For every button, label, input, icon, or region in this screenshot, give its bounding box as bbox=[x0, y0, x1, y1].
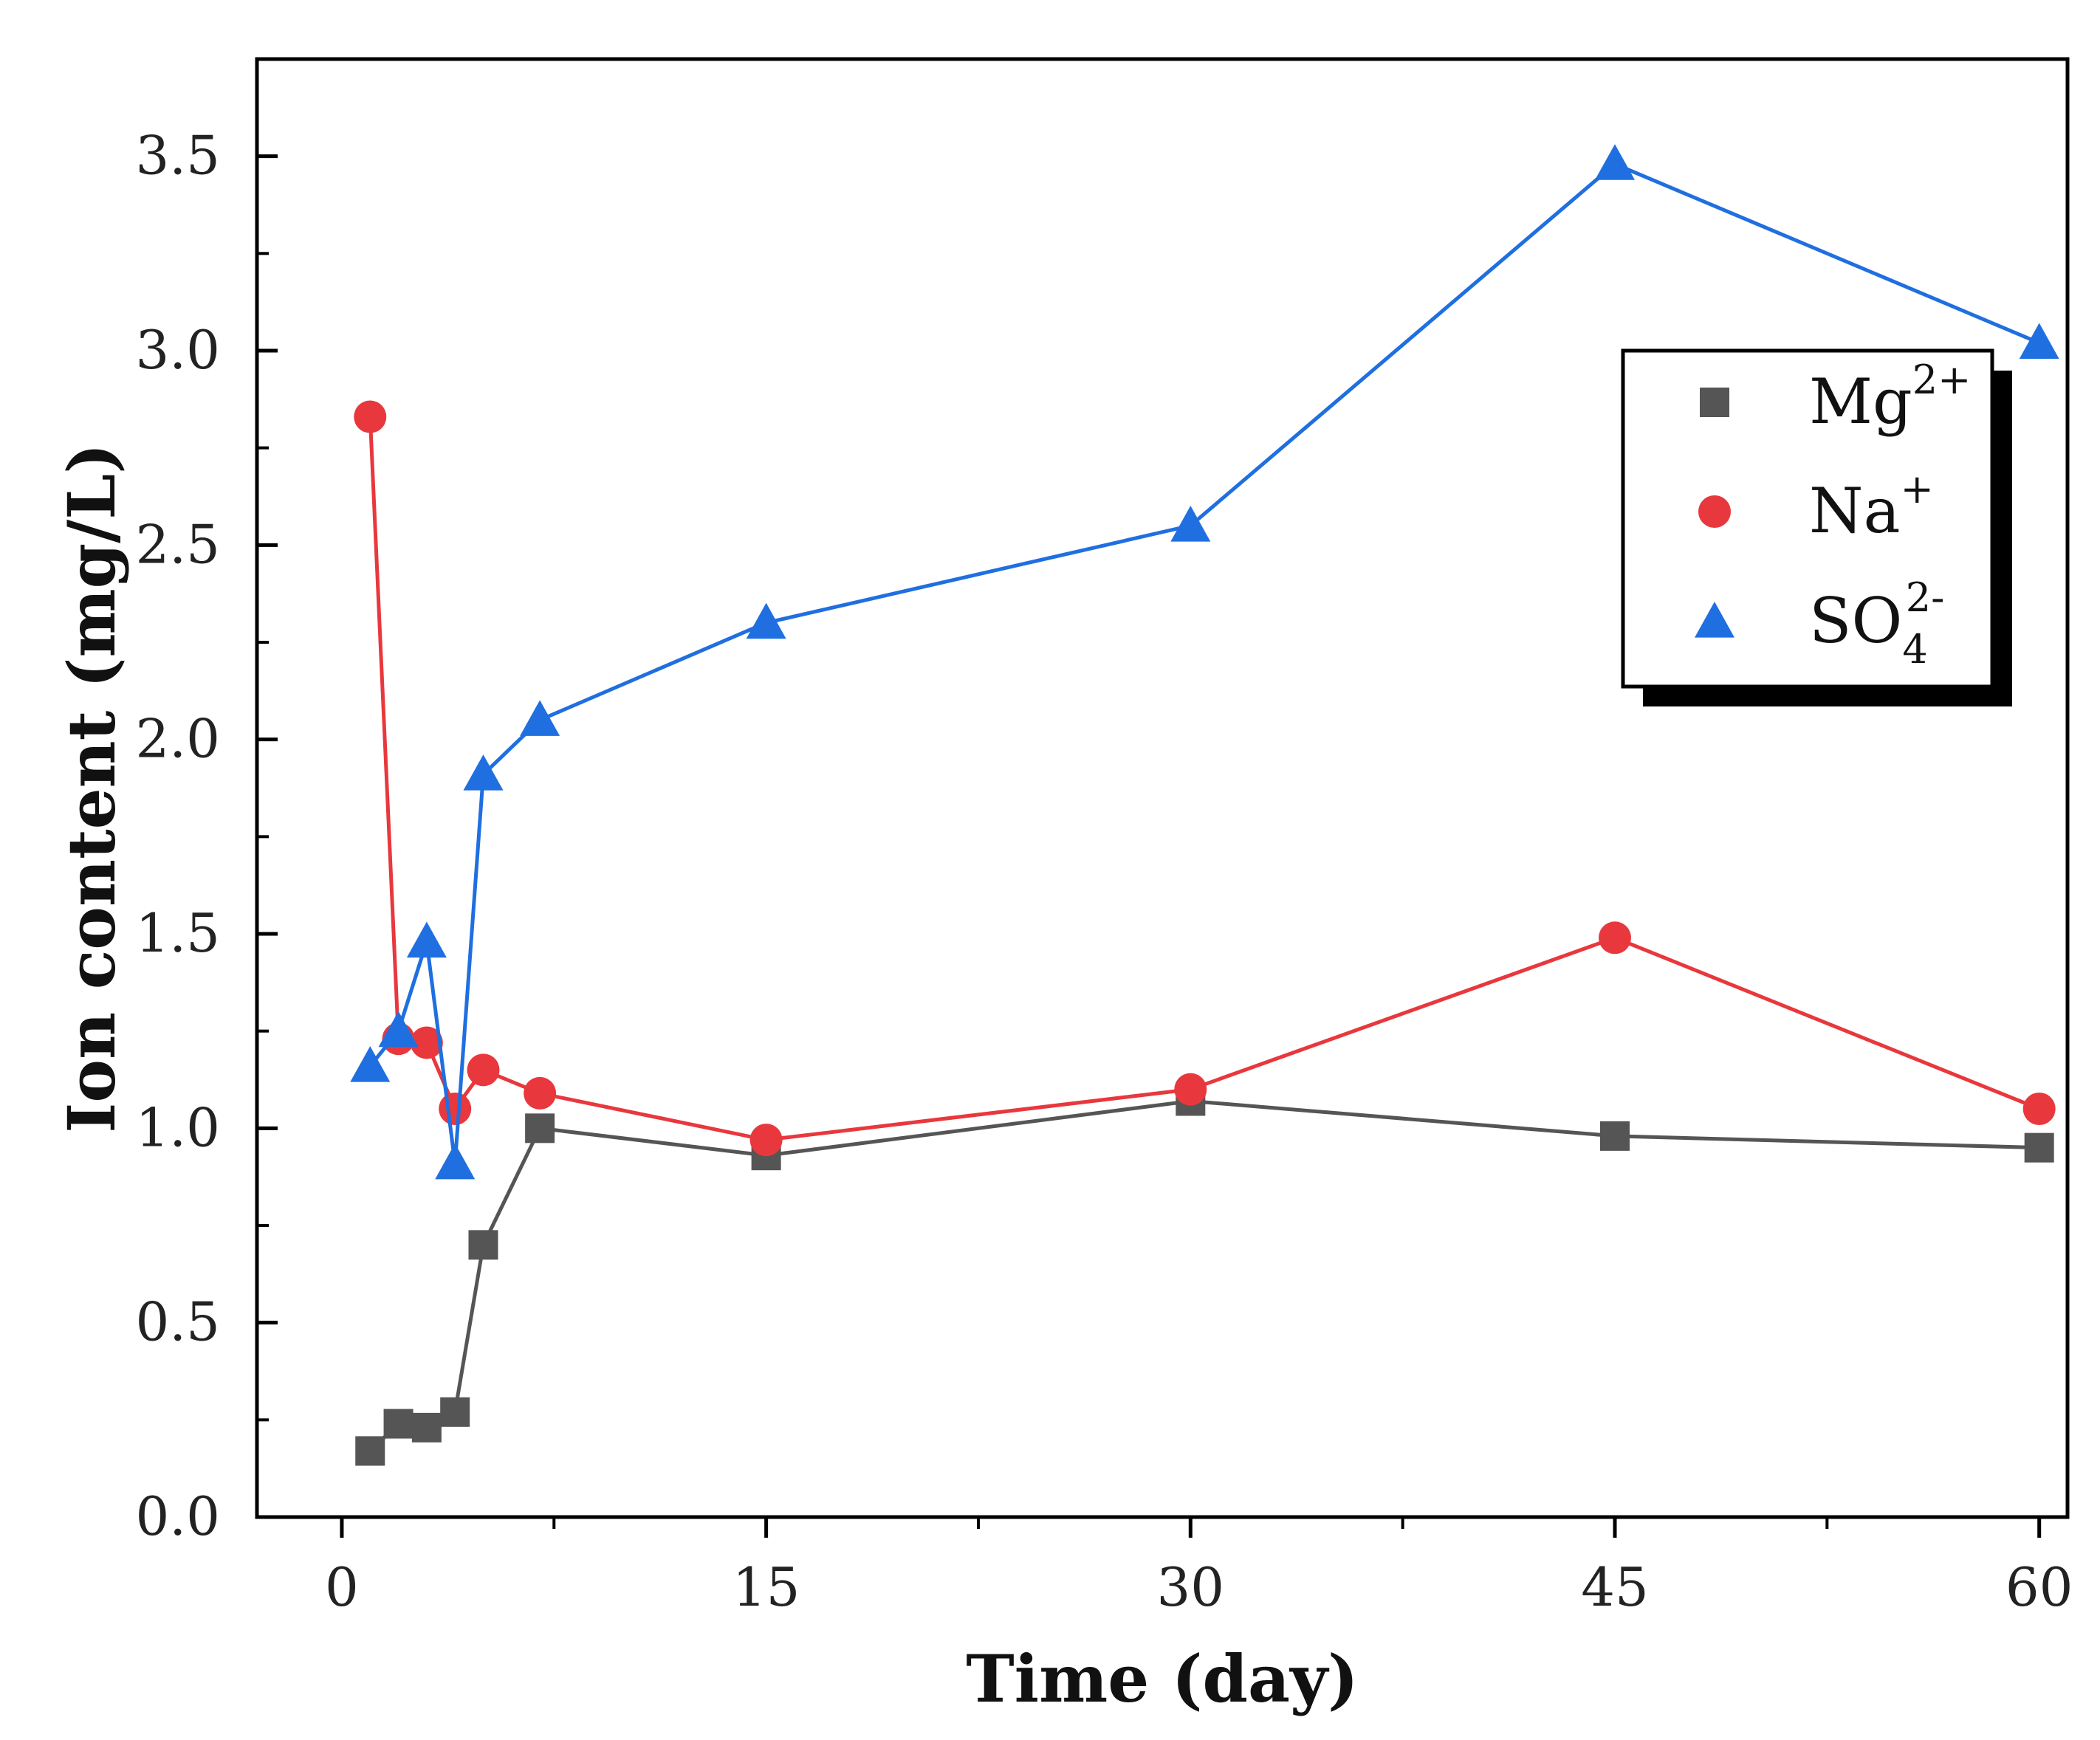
data-point-na bbox=[467, 1053, 500, 1087]
series-line-so4 bbox=[368, 162, 2040, 1164]
legend-marker-so4 bbox=[1695, 602, 1734, 638]
legend-marker-na bbox=[1698, 495, 1731, 528]
data-point-mg bbox=[383, 1409, 414, 1439]
data-point-so4 bbox=[1595, 144, 1635, 180]
series-so4 bbox=[350, 144, 2059, 1180]
y-tick-label: 3.5 bbox=[135, 125, 220, 187]
data-point-so4 bbox=[350, 1046, 391, 1082]
data-point-so4 bbox=[746, 602, 786, 639]
data-point-so4 bbox=[463, 754, 504, 791]
legend-box bbox=[1621, 348, 1994, 689]
data-point-mg bbox=[525, 1113, 555, 1144]
y-axis-label: Ion content (mg/L) bbox=[53, 443, 130, 1133]
data-point-na bbox=[354, 400, 387, 433]
x-tick-label: 15 bbox=[732, 1556, 800, 1618]
legend-label-so4: SO42- bbox=[1809, 574, 1944, 673]
data-point-so4 bbox=[2019, 323, 2059, 360]
x-tick-label: 30 bbox=[1157, 1556, 1225, 1618]
data-series bbox=[350, 144, 2059, 1466]
data-point-na bbox=[524, 1076, 557, 1110]
data-point-mg bbox=[468, 1230, 498, 1260]
data-point-so4 bbox=[406, 921, 447, 958]
data-point-so4 bbox=[520, 700, 560, 736]
y-tick-label: 2.5 bbox=[135, 513, 220, 575]
data-point-na bbox=[1174, 1073, 1207, 1106]
data-point-mg bbox=[411, 1412, 442, 1442]
data-point-mg bbox=[1600, 1121, 1630, 1151]
data-point-mg bbox=[355, 1436, 385, 1466]
x-tick-label: 0 bbox=[325, 1556, 359, 1618]
y-axis-ticks: 0.0 0.5 1.0 1.5 2.0 2.5 3.0 3.5 bbox=[135, 125, 278, 1547]
data-point-so4 bbox=[378, 1011, 419, 1048]
y-tick-label: 2.0 bbox=[135, 708, 220, 770]
y-tick-label: 1.5 bbox=[135, 902, 220, 964]
data-point-na bbox=[1599, 921, 1631, 955]
y-tick-label: 3.0 bbox=[135, 319, 220, 381]
x-tick-label: 45 bbox=[1581, 1556, 1649, 1618]
data-point-na bbox=[410, 1026, 443, 1059]
data-point-na bbox=[2022, 1093, 2056, 1125]
legend: Mg2+ Na+ SO42- bbox=[1621, 348, 2012, 706]
x-axis-label: Time (day) bbox=[966, 1640, 1359, 1717]
data-point-na bbox=[749, 1124, 783, 1157]
x-axis-ticks: 0 15 30 45 60 bbox=[325, 1517, 2073, 1618]
x-tick-label: 60 bbox=[2005, 1556, 2073, 1618]
data-point-na bbox=[439, 1093, 472, 1125]
data-point-mg bbox=[440, 1397, 470, 1427]
legend-marker-mg bbox=[1700, 388, 1729, 417]
legend-label-na: Na+ bbox=[1809, 466, 1934, 547]
y-tick-label: 1.0 bbox=[135, 1096, 220, 1158]
data-point-so4 bbox=[435, 1143, 476, 1180]
y-tick-label: 0.5 bbox=[135, 1291, 220, 1353]
data-point-mg bbox=[2024, 1132, 2054, 1163]
plot-area-frame bbox=[255, 57, 2070, 1519]
y-tick-label: 0.0 bbox=[135, 1485, 220, 1547]
legend-label-mg: Mg2+ bbox=[1809, 357, 1971, 438]
data-point-so4 bbox=[1170, 506, 1211, 542]
